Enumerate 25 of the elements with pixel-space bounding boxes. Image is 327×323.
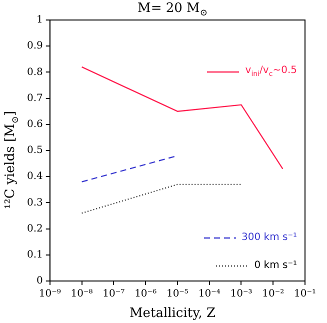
y-tick-label: 0.2 <box>26 223 43 234</box>
legend-label: v$_{ini}$/v$_{c}$~0.5 <box>245 65 297 78</box>
x-tick-label: 10⁻⁶ <box>134 288 157 300</box>
legend-label: 300 km s⁻¹ <box>242 232 297 243</box>
y-tick-label: 0.6 <box>26 118 43 130</box>
x-tick-label: 10⁻⁵ <box>166 288 188 300</box>
legend-label: 0 km s⁻¹ <box>254 260 297 271</box>
y-tick-label: 0.7 <box>26 92 43 104</box>
y-tick-label: 0.9 <box>26 40 43 52</box>
x-tick-label: 10⁻⁴ <box>198 288 220 300</box>
x-tick-label: 10⁻⁸ <box>70 288 93 300</box>
x-tick-label: 10⁻⁹ <box>38 288 61 300</box>
y-tick-label: 0.1 <box>26 249 43 260</box>
x-tick-label: 10⁻³ <box>230 288 252 300</box>
y-tick-label: 0.8 <box>26 66 43 78</box>
y-tick-label: 0.4 <box>26 171 43 182</box>
y-tick-label: 1 <box>36 14 43 26</box>
y-tick-label: 0.5 <box>26 145 43 156</box>
x-axis-title: Metallicity, Z <box>128 306 217 321</box>
y-tick-label: 0 <box>36 276 43 287</box>
chart-title: M= 20 M$_{⊙}$ <box>138 1 208 19</box>
x-tick-label: 10⁻⁷ <box>102 288 125 300</box>
x-tick-label: 10⁻¹ <box>294 288 316 300</box>
x-tick-label: 10⁻² <box>262 288 284 300</box>
y-tick-label: 0.3 <box>26 197 43 208</box>
